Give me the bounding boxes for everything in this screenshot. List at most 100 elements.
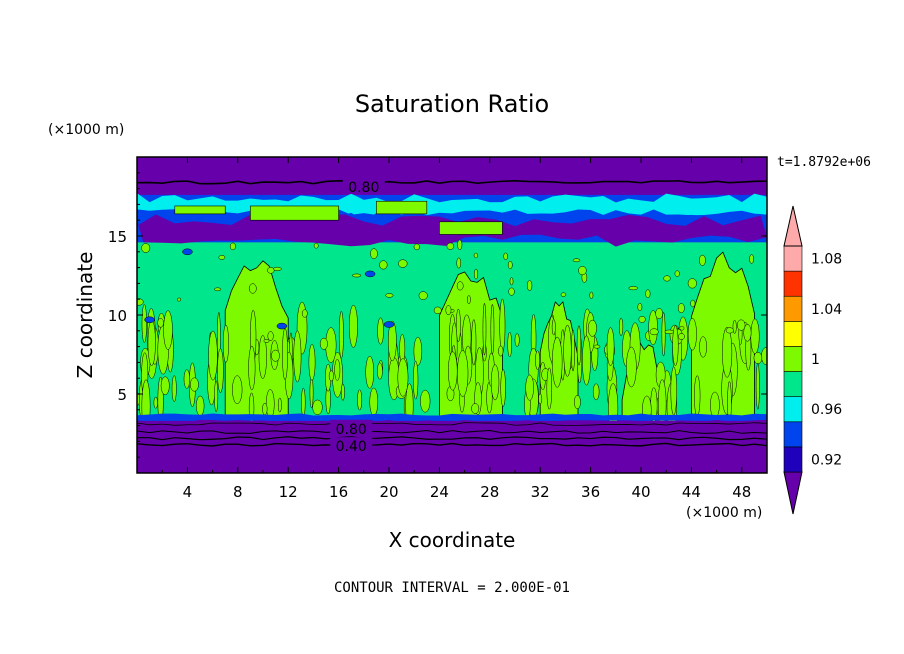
lime-streak [214, 380, 219, 413]
lime-speck [214, 287, 222, 292]
lime-streak [183, 369, 190, 389]
lime-speck [370, 248, 378, 260]
lime-streak [571, 329, 575, 372]
y-axis-ticks: 5 10 15 [108, 172, 767, 458]
lime-speck [674, 270, 680, 277]
lime-streak [755, 363, 760, 410]
lime-streak [413, 336, 423, 366]
contour-line [137, 180, 767, 185]
x-tick-label: 16 [329, 483, 348, 501]
colorbar-segment [783, 321, 803, 347]
lime-speck [690, 299, 696, 308]
lime-streak [277, 397, 282, 413]
lime-speck [457, 239, 463, 250]
lime-speck [467, 295, 471, 305]
lime-streak [420, 389, 431, 413]
colorbar-segment [783, 295, 803, 322]
x-tick-label: 8 [233, 483, 243, 501]
colorbar-tick-label: 1.04 [811, 302, 842, 318]
lime-streak [348, 304, 358, 348]
lime-speck [413, 243, 420, 251]
lime-streak [750, 318, 760, 355]
lime-streak [687, 317, 697, 351]
lime-streak [319, 337, 328, 350]
contour-label-bg [330, 437, 373, 454]
lime-streak [153, 396, 158, 409]
boundary-blue-band [137, 413, 767, 422]
lime-streak [626, 346, 637, 388]
lime-streak [163, 310, 173, 350]
x-tick-label: 40 [631, 483, 650, 501]
colorbar-tick-label: 0.92 [811, 452, 842, 468]
lime-speck [248, 283, 257, 294]
contour-interval-footer: CONTOUR INTERVAL = 2.000E-01 [334, 580, 570, 596]
lime-speck [637, 303, 643, 312]
contour-label-bg [342, 178, 385, 195]
lime-speck [679, 325, 685, 331]
y-tick-label: 15 [108, 228, 127, 246]
colorbar-segment [783, 346, 803, 372]
lime-streak [670, 366, 677, 416]
colorbar-segment [783, 245, 803, 272]
lime-speck [645, 289, 651, 299]
contour-plot-area [137, 157, 767, 473]
lime-speck [137, 298, 144, 306]
colorbar-tick-label: 1 [811, 352, 820, 368]
lime-speck [157, 318, 164, 328]
lime-streak [576, 325, 582, 366]
lime-speck [474, 268, 479, 280]
lime-streak [457, 350, 469, 397]
lime-speck [655, 308, 663, 320]
lime-speck [456, 257, 462, 269]
lime-speck [725, 327, 734, 334]
lime-streak [413, 360, 419, 400]
lime-streak [471, 403, 480, 414]
colorbar: 0.92 0.96 1 1.04 1.08 [783, 205, 842, 515]
lime-speck [385, 293, 394, 298]
lime-speck [379, 260, 388, 270]
lime-streak [377, 362, 383, 380]
chart-title: Saturation Ratio [355, 90, 549, 118]
lime-speck [508, 287, 515, 296]
lime-streak [217, 348, 224, 393]
lime-speck [473, 252, 479, 259]
lime-streak [448, 351, 458, 391]
x-tick-label: 36 [581, 483, 600, 501]
lime-speck [263, 338, 270, 343]
contour-label: 0.80 [336, 422, 367, 438]
lime-streak [471, 319, 477, 366]
lime-streak [309, 376, 314, 409]
x-axis-label: X coordinate [389, 528, 516, 552]
lime-streak [312, 399, 323, 416]
lime-streak [563, 324, 572, 377]
lime-streak [498, 345, 504, 357]
lime-speck [664, 329, 674, 334]
lime-speck [649, 328, 659, 336]
lime-speck [509, 277, 514, 286]
lime-speck [229, 242, 236, 251]
lime-streak [710, 391, 720, 419]
lime-speck [398, 259, 408, 268]
x-tick-label: 4 [183, 483, 193, 501]
lime-streak [147, 319, 156, 366]
contour-line [137, 442, 767, 447]
x-tick-label: 20 [379, 483, 398, 501]
lime-streak [357, 389, 363, 411]
lime-streak [592, 383, 600, 401]
lime-speck [352, 273, 362, 278]
lime-streak [499, 298, 506, 353]
time-label: t=1.8792e+06 [777, 155, 871, 170]
lime-streak [258, 335, 267, 379]
blue-pocket [364, 270, 376, 278]
colorbar-tick-label: 0.96 [811, 402, 842, 418]
lime-streak [490, 304, 495, 355]
lime-streak [661, 312, 666, 357]
contour-label: 0.80 [348, 180, 379, 196]
lime-speck [141, 243, 151, 253]
colorbar-tick-label: 1.08 [811, 252, 842, 268]
lime-streak [328, 370, 334, 382]
lime-streak [538, 393, 543, 405]
contour-line [137, 436, 767, 441]
lime-streak [514, 333, 520, 347]
